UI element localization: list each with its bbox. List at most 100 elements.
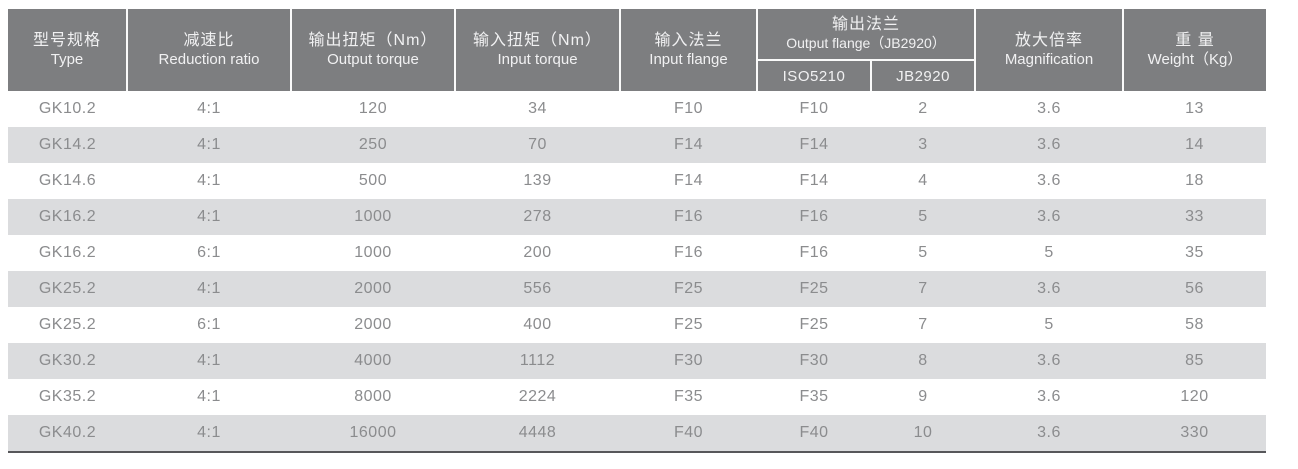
- value-cell: 70: [455, 127, 620, 163]
- col-header-input-flange: 输入法兰 Input flange: [620, 9, 758, 91]
- model-cell: GK25.2: [8, 271, 127, 307]
- col-header-input-torque-en: Input torque: [497, 50, 578, 68]
- value-cell: 4: [918, 172, 928, 189]
- value-cell: 3: [871, 127, 976, 163]
- value-cell: 1112: [455, 343, 620, 379]
- value-cell: 4:1: [127, 343, 291, 379]
- value-cell: 3.6: [975, 271, 1124, 307]
- table-row: GK40.2 4:1 16000 4448 F40 F40 10 3.6 330: [8, 415, 1267, 452]
- value-cell: 6:1: [197, 316, 221, 333]
- col-header-magnification-zh: 放大倍率: [1015, 31, 1084, 49]
- value-cell: 6:1: [197, 244, 221, 261]
- sub-header-iso5210: ISO5210: [757, 60, 872, 91]
- value-cell: 4:1: [127, 271, 291, 307]
- value-cell: F16: [673, 244, 704, 261]
- model-cell: GK16.2: [38, 244, 97, 261]
- model-cell: GK10.2: [38, 100, 97, 117]
- value-cell: 8000: [354, 388, 392, 405]
- value-cell: F10: [673, 100, 704, 117]
- value-cell: 4:1: [127, 199, 291, 235]
- value-cell: 7: [871, 271, 976, 307]
- value-cell: F30: [757, 343, 871, 379]
- value-cell: F16: [620, 199, 757, 235]
- col-header-input-flange-en: Input flange: [649, 50, 728, 68]
- value-cell: 4:1: [197, 100, 221, 117]
- col-header-type-en: Type: [50, 50, 84, 68]
- sub-header-jb2920: JB2920: [871, 60, 977, 91]
- table-row: GK14.2 4:1 250 70 F14 F14 3 3.6 14: [8, 127, 1267, 163]
- value-cell: 3.6: [975, 127, 1124, 163]
- value-cell: 33: [1123, 199, 1267, 235]
- header-row-sub: ISO5210 JB2920: [8, 60, 1266, 91]
- model-cell: GK14.2: [8, 127, 127, 163]
- col-header-weight-zh: 重 量: [1175, 31, 1215, 49]
- value-cell: 34: [528, 100, 547, 117]
- value-cell: F35: [799, 388, 829, 405]
- col-header-output-torque-zh: 输出扭矩（Nm）: [308, 31, 438, 49]
- value-cell: F25: [799, 316, 829, 333]
- model-cell: GK14.6: [38, 172, 97, 189]
- value-cell: 4:1: [127, 127, 291, 163]
- value-cell: 4:1: [197, 172, 221, 189]
- value-cell: 58: [1185, 316, 1204, 333]
- value-cell: 3.6: [1037, 388, 1061, 405]
- value-cell: F40: [620, 415, 757, 452]
- model-cell: GK25.2: [38, 316, 97, 333]
- value-cell: 7: [918, 316, 928, 333]
- value-cell: 5: [1044, 244, 1054, 261]
- table-row: GK10.2 4:1 120 34 F10 F10 2 3.6 13: [8, 91, 1266, 127]
- col-header-input-torque: 输入扭矩（Nm） Input torque: [455, 9, 621, 91]
- value-cell: 250: [291, 127, 455, 163]
- value-cell: 8: [871, 343, 976, 379]
- table-row: GK16.2 6:1 1000 200 F16 F16 5 5 35: [8, 235, 1266, 271]
- table-row: GK30.2 4:1 4000 1112 F30 F30 8 3.6 85: [8, 343, 1267, 379]
- value-cell: 200: [523, 244, 552, 261]
- col-header-output-flange-en: Output flange（JB2920）: [786, 35, 946, 52]
- value-cell: F25: [620, 271, 757, 307]
- value-cell: F14: [799, 172, 829, 189]
- value-cell: F35: [673, 388, 704, 405]
- table-row: GK25.2 6:1 2000 400 F25 F25 7 5 58: [8, 307, 1266, 343]
- value-cell: 556: [455, 271, 620, 307]
- value-cell: 3.6: [975, 415, 1124, 452]
- value-cell: 3.6: [975, 199, 1124, 235]
- col-header-type: 型号规格 Type: [8, 9, 128, 91]
- col-header-output-flange-group: 输出法兰 Output flange（JB2920）: [757, 9, 977, 61]
- col-header-weight: 重 量 Weight（Kg）: [1123, 9, 1267, 91]
- value-cell: 10: [871, 415, 976, 452]
- value-cell: F16: [757, 199, 871, 235]
- value-cell: F25: [673, 316, 704, 333]
- value-cell: F14: [757, 127, 871, 163]
- value-cell: 2000: [291, 271, 455, 307]
- col-header-output-torque: 输出扭矩（Nm） Output torque: [291, 9, 456, 91]
- model-cell: GK30.2: [8, 343, 127, 379]
- value-cell: 1000: [291, 199, 455, 235]
- table-row: GK16.2 4:1 1000 278 F16 F16 5 3.6 33: [8, 199, 1267, 235]
- col-header-reduction-ratio-zh: 减速比: [183, 31, 235, 49]
- value-cell: F25: [757, 271, 871, 307]
- value-cell: 4:1: [127, 415, 291, 452]
- value-cell: 3.6: [1037, 172, 1061, 189]
- gearbox-spec-table: 型号规格 Type 减速比 Reduction ratio 输出扭矩（Nm） O…: [8, 9, 1267, 453]
- value-cell: 1000: [354, 244, 392, 261]
- table-row: GK14.6 4:1 500 139 F14 F14 4 3.6 18: [8, 163, 1266, 199]
- value-cell: 120: [1180, 388, 1209, 405]
- col-header-magnification-en: Magnification: [1004, 50, 1094, 68]
- value-cell: F10: [799, 100, 829, 117]
- value-cell: 14: [1123, 127, 1267, 163]
- col-header-output-flange-zh: 输出法兰: [832, 16, 901, 34]
- value-cell: F14: [620, 127, 757, 163]
- table-header: 型号规格 Type 减速比 Reduction ratio 输出扭矩（Nm） O…: [8, 9, 1267, 91]
- table-body: GK10.2 4:1 120 34 F10 F10 2 3.6 13 GK14.2 4:1 250 70…: [8, 91, 1267, 452]
- value-cell: 4000: [291, 343, 455, 379]
- value-cell: 120: [358, 100, 388, 117]
- value-cell: 330: [1123, 415, 1267, 452]
- col-header-type-zh: 型号规格: [32, 31, 101, 49]
- value-cell: 5: [918, 244, 928, 261]
- table-row: GK35.2 4:1 8000 2224 F35 F35 9 3.6 120: [8, 379, 1266, 415]
- value-cell: 2224: [518, 388, 557, 405]
- value-cell: F30: [620, 343, 757, 379]
- value-cell: 9: [918, 388, 928, 405]
- col-header-reduction-ratio: 减速比 Reduction ratio: [127, 9, 292, 91]
- value-cell: 3.6: [975, 343, 1124, 379]
